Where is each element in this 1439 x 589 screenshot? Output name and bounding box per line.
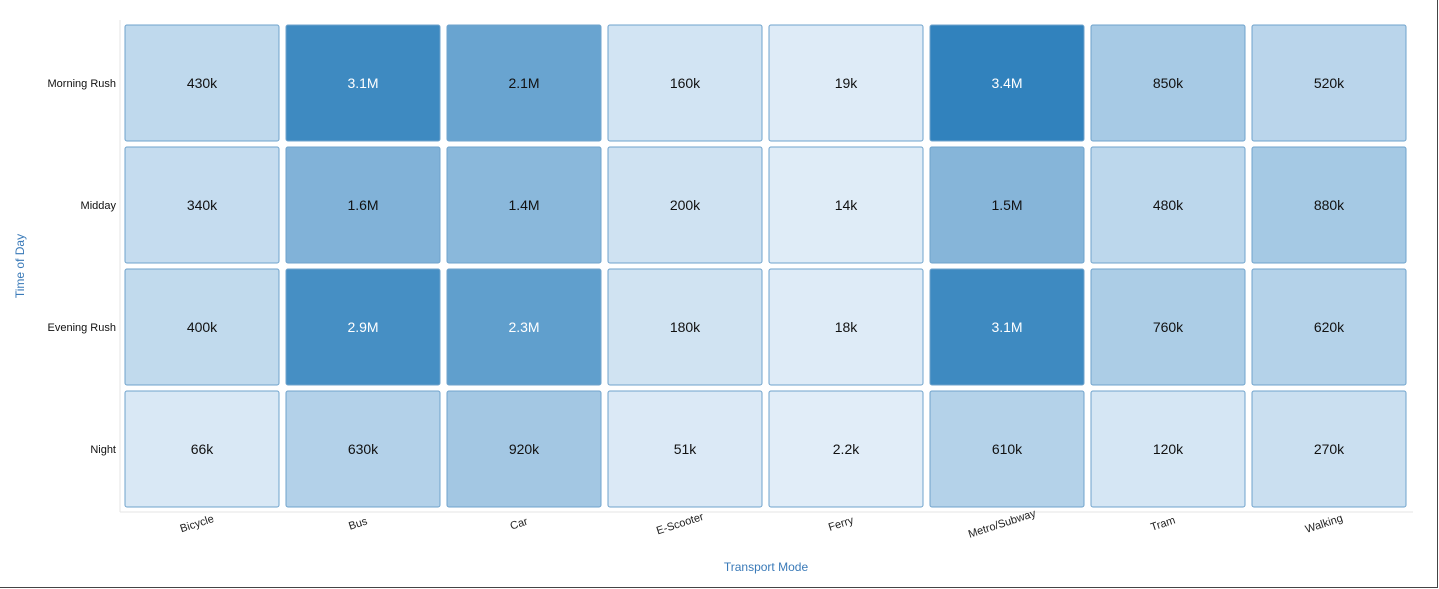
cell-value-label: 1.4M (508, 197, 539, 213)
heatmap-cell (1090, 24, 1246, 142)
cell-value-label: 400k (187, 319, 218, 335)
heatmap-cell (929, 268, 1085, 386)
heatmap-cell (929, 146, 1085, 264)
heatmap-cell (124, 268, 280, 386)
cell-value-label: 2.9M (347, 319, 378, 335)
y-tick-label: Morning Rush (48, 78, 116, 90)
heatmap-cells: 430k 3.1M 2.1M 160k 19k 3.4M 850k 520k 340k 1.6M 1… (124, 24, 1407, 508)
cell-value-label: 620k (1314, 319, 1345, 335)
cell-value-label: 160k (670, 75, 701, 91)
cell-value-label: 180k (670, 319, 701, 335)
cell-value-label: 520k (1314, 75, 1345, 91)
cell-value-label: 760k (1153, 319, 1184, 335)
cell-value-label: 3.4M (991, 75, 1022, 91)
axis-lines (119, 20, 1413, 513)
x-axis-title: Transport Mode (724, 560, 809, 574)
cell-value-label: 430k (187, 75, 218, 91)
heatmap-cell (124, 146, 280, 264)
y-tick-label: Evening Rush (48, 322, 117, 334)
cell-value-label: 1.5M (991, 197, 1022, 213)
heatmap-cell (1251, 146, 1407, 264)
x-tick-label: Bicycle (179, 513, 216, 535)
y-tick-label: Midday (81, 200, 117, 212)
heatmap-cell (768, 268, 924, 386)
cell-value-label: 850k (1153, 75, 1184, 91)
cell-value-label: 920k (509, 441, 540, 457)
cell-value-label: 3.1M (347, 75, 378, 91)
heatmap-cell (607, 146, 763, 264)
heatmap-cell (285, 146, 441, 264)
cell-value-label: 270k (1314, 441, 1345, 457)
heatmap-cell (124, 24, 280, 142)
x-tick-label: Ferry (827, 514, 856, 533)
heatmap-cell (446, 390, 602, 508)
cell-value-label: 19k (835, 75, 859, 91)
cell-value-label: 51k (674, 441, 698, 457)
cell-value-label: 1.6M (347, 197, 378, 213)
heatmap-cell (607, 390, 763, 508)
cell-value-label: 2.3M (508, 319, 539, 335)
y-tick-label: Night (90, 444, 116, 456)
cell-value-label: 610k (992, 441, 1023, 457)
cell-value-label: 480k (1153, 197, 1184, 213)
heatmap-cell (929, 390, 1085, 508)
heatmap-cell (1090, 146, 1246, 264)
cell-value-label: 880k (1314, 197, 1345, 213)
cell-value-label: 630k (348, 441, 379, 457)
x-tick-label: Bus (347, 515, 369, 532)
heatmap-cell (607, 24, 763, 142)
heatmap-cell (607, 268, 763, 386)
heatmap-cell (285, 24, 441, 142)
cell-value-label: 120k (1153, 441, 1184, 457)
cell-value-label: 200k (670, 197, 701, 213)
heatmap-cell (446, 146, 602, 264)
x-tick-label: E-Scooter (655, 511, 706, 538)
heatmap-cell (768, 390, 924, 508)
heatmap-cell (446, 268, 602, 386)
cell-value-label: 2.1M (508, 75, 539, 91)
x-tick-label: Walking (1304, 512, 1345, 535)
heatmap-cell (285, 268, 441, 386)
heatmap-cell (124, 390, 280, 508)
cell-value-label: 66k (191, 441, 215, 457)
heatmap-cell (285, 390, 441, 508)
cell-value-label: 2.2k (833, 441, 860, 457)
y-axis-title: Time of Day (13, 234, 27, 298)
cell-value-label: 18k (835, 319, 859, 335)
cell-value-label: 3.1M (991, 319, 1022, 335)
y-tick-labels: Morning Rush Midday Evening Rush Night (48, 78, 117, 456)
heatmap-cell (768, 24, 924, 142)
heatmap-cell (929, 24, 1085, 142)
cell-value-label: 14k (835, 197, 859, 213)
heatmap-cell (1090, 390, 1246, 508)
heatmap-cell (1251, 268, 1407, 386)
heatmap-cell (1251, 24, 1407, 142)
heatmap-cell (768, 146, 924, 264)
heatmap-cell (446, 24, 602, 142)
x-tick-label: Car (509, 516, 530, 533)
x-tick-label: Tram (1149, 515, 1177, 534)
heatmap-cell (1090, 268, 1246, 386)
heatmap-cell (1251, 390, 1407, 508)
cell-value-label: 340k (187, 197, 218, 213)
